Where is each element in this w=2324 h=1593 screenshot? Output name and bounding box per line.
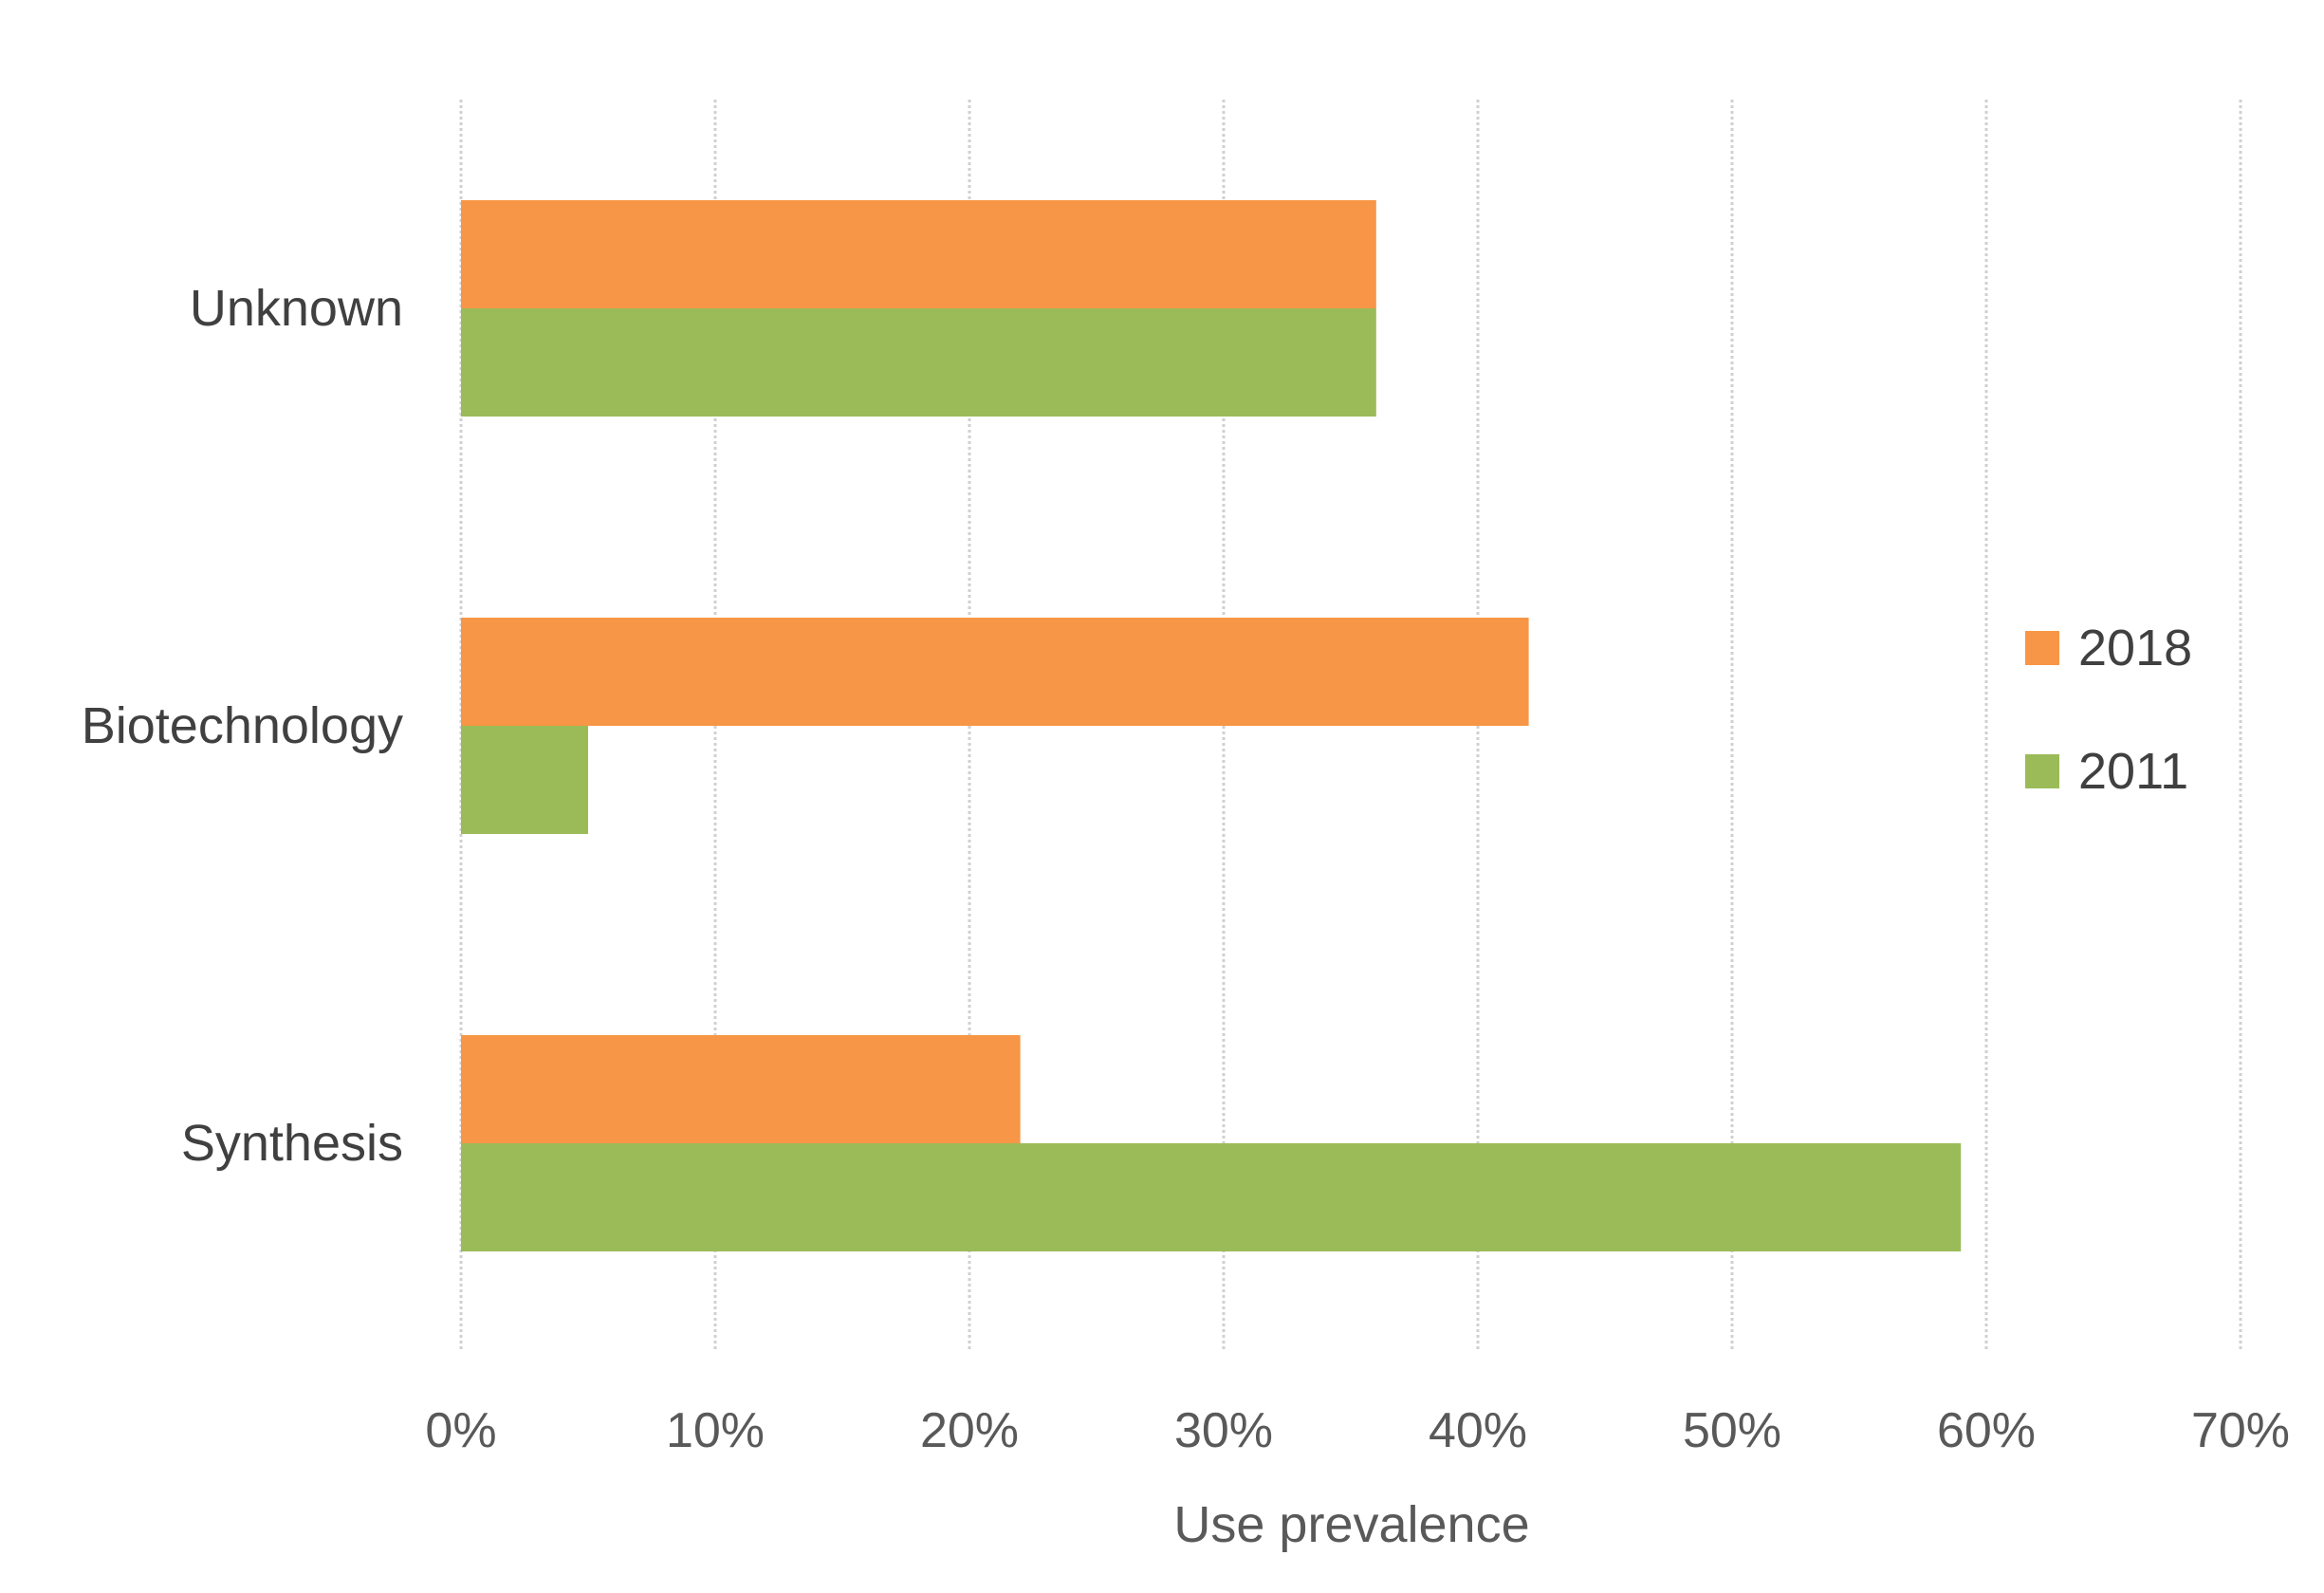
x-tick-label: 60% bbox=[1937, 1403, 2036, 1458]
x-axis-title: Use prevalence bbox=[1173, 1496, 1529, 1553]
legend: 2018 2011 bbox=[2025, 620, 2192, 800]
bar-biotechnology-2018 bbox=[461, 618, 1529, 726]
bar-unknown-2018 bbox=[461, 200, 1376, 308]
x-tick-label: 20% bbox=[920, 1403, 1019, 1458]
bar-unknown-2011 bbox=[461, 308, 1376, 417]
legend-label: 2018 bbox=[2078, 620, 2192, 676]
x-tick-label: 40% bbox=[1429, 1403, 1527, 1458]
category-labels: Unknown Biotechnology Synthesis bbox=[82, 280, 403, 1172]
category-label: Synthesis bbox=[181, 1115, 403, 1172]
bars bbox=[461, 200, 1962, 1251]
legend-swatch bbox=[2025, 631, 2059, 665]
bar-synthesis-2018 bbox=[461, 1035, 1021, 1143]
legend-swatch bbox=[2025, 754, 2059, 788]
x-tick-label: 50% bbox=[1683, 1403, 1781, 1458]
x-tick-label: 70% bbox=[2191, 1403, 2290, 1458]
x-tick-label: 10% bbox=[666, 1403, 765, 1458]
x-tick-label: 30% bbox=[1174, 1403, 1273, 1458]
x-tick-labels: 0% 10% 20% 30% 40% 50% 60% 70% bbox=[425, 1403, 2290, 1458]
legend-label: 2011 bbox=[2078, 743, 2188, 800]
x-tick-label: 0% bbox=[425, 1403, 496, 1458]
bar-biotechnology-2011 bbox=[461, 726, 588, 834]
bar-synthesis-2011 bbox=[461, 1143, 1962, 1251]
category-label: Unknown bbox=[190, 280, 403, 337]
category-label: Biotechnology bbox=[82, 697, 403, 754]
